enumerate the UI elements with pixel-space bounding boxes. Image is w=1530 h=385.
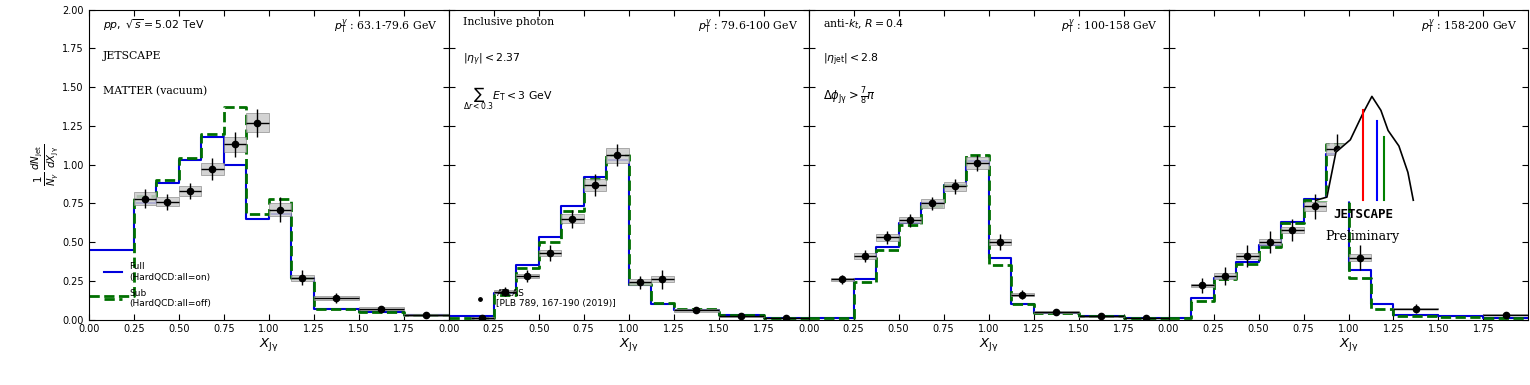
- Legend: Full
(HardQCD:all=on), Sub
(HardQCD:all=off): Full (HardQCD:all=on), Sub (HardQCD:all=…: [101, 259, 214, 312]
- Bar: [562, 214, 583, 223]
- Bar: [1394, 308, 1438, 310]
- Bar: [156, 197, 179, 206]
- Text: $\sum_{\Delta r<0.3} E_{\rm T} < 3\ \mathrm{GeV}$: $\sum_{\Delta r<0.3} E_{\rm T} < 3\ \mat…: [464, 85, 552, 112]
- Bar: [1327, 143, 1348, 155]
- Text: $\Delta\phi_{\rm J\gamma} > \frac{7}{8}\pi$: $\Delta\phi_{\rm J\gamma} > \frac{7}{8}\…: [823, 85, 875, 107]
- Bar: [404, 314, 448, 316]
- Text: $p_{\rm T}^{\gamma}$ : 100-158 GeV: $p_{\rm T}^{\gamma}$ : 100-158 GeV: [1062, 17, 1158, 35]
- Bar: [1348, 254, 1371, 261]
- Bar: [583, 179, 606, 191]
- Text: $p_{\rm T}^{\gamma}$ : 79.6-100 GeV: $p_{\rm T}^{\gamma}$ : 79.6-100 GeV: [698, 17, 797, 35]
- Bar: [1304, 202, 1327, 211]
- Bar: [854, 253, 877, 259]
- Bar: [1190, 284, 1213, 287]
- Bar: [877, 234, 898, 241]
- Bar: [629, 279, 652, 285]
- Bar: [831, 278, 854, 281]
- Bar: [539, 250, 562, 256]
- Text: Preliminary: Preliminary: [1327, 230, 1400, 243]
- Bar: [246, 114, 269, 132]
- Text: $p_{\rm T}^{\gamma}$ : 63.1-79.6 GeV: $p_{\rm T}^{\gamma}$ : 63.1-79.6 GeV: [335, 17, 438, 35]
- Legend: ATLAS
[PLB 789, 167-190 (2019)]: ATLAS [PLB 789, 167-190 (2019)]: [468, 285, 620, 312]
- Text: anti-$k_t$, $R = 0.4$: anti-$k_t$, $R = 0.4$: [823, 17, 904, 31]
- Bar: [223, 137, 246, 152]
- Text: JETSCAPE: JETSCAPE: [1333, 208, 1392, 221]
- Bar: [471, 317, 494, 319]
- Text: $|\eta_{\rm jet}| < 2.8$: $|\eta_{\rm jet}| < 2.8$: [823, 52, 878, 68]
- Polygon shape: [1316, 96, 1414, 200]
- Bar: [179, 186, 202, 196]
- Bar: [494, 290, 516, 293]
- Bar: [1213, 273, 1236, 279]
- Text: Inclusive photon: Inclusive photon: [464, 17, 554, 27]
- Bar: [898, 217, 921, 223]
- Text: MATTER (vacuum): MATTER (vacuum): [103, 85, 208, 96]
- Bar: [1281, 226, 1304, 233]
- Bar: [921, 199, 944, 208]
- Bar: [719, 316, 763, 317]
- Bar: [1034, 311, 1079, 313]
- Text: JETSCAPE: JETSCAPE: [103, 52, 162, 62]
- Y-axis label: $\frac{1}{N_{\gamma}}\,\frac{dN_{\rm jet}}{dX_{\rm J\gamma}}$: $\frac{1}{N_{\gamma}}\,\frac{dN_{\rm jet…: [29, 144, 61, 186]
- Bar: [269, 203, 291, 216]
- Text: $|\eta_{\gamma}| < 2.37$: $|\eta_{\gamma}| < 2.37$: [464, 52, 520, 68]
- X-axis label: $X_{\rm J\gamma}$: $X_{\rm J\gamma}$: [259, 336, 278, 353]
- X-axis label: $X_{\rm J\gamma}$: $X_{\rm J\gamma}$: [1339, 336, 1359, 353]
- Bar: [314, 296, 358, 300]
- Bar: [1236, 253, 1259, 259]
- Bar: [291, 275, 314, 281]
- Bar: [673, 309, 719, 312]
- Bar: [1011, 293, 1034, 296]
- Bar: [652, 276, 673, 282]
- X-axis label: $X_{\rm J\gamma}$: $X_{\rm J\gamma}$: [618, 336, 638, 353]
- X-axis label: $X_{\rm J\gamma}$: $X_{\rm J\gamma}$: [979, 336, 999, 353]
- Bar: [202, 163, 223, 176]
- Bar: [1079, 316, 1123, 317]
- Bar: [988, 239, 1011, 245]
- Text: $p_{\rm T}^{\gamma}$ : 158-200 GeV: $p_{\rm T}^{\gamma}$ : 158-200 GeV: [1421, 17, 1518, 35]
- Bar: [133, 192, 156, 205]
- Bar: [358, 307, 404, 310]
- Bar: [944, 182, 965, 191]
- Bar: [516, 274, 539, 278]
- Text: $pp,\ \sqrt{s} = 5.02\ \mathrm{TeV}$: $pp,\ \sqrt{s} = 5.02\ \mathrm{TeV}$: [103, 17, 205, 33]
- Bar: [1259, 239, 1281, 245]
- Bar: [606, 147, 629, 163]
- Bar: [965, 157, 988, 169]
